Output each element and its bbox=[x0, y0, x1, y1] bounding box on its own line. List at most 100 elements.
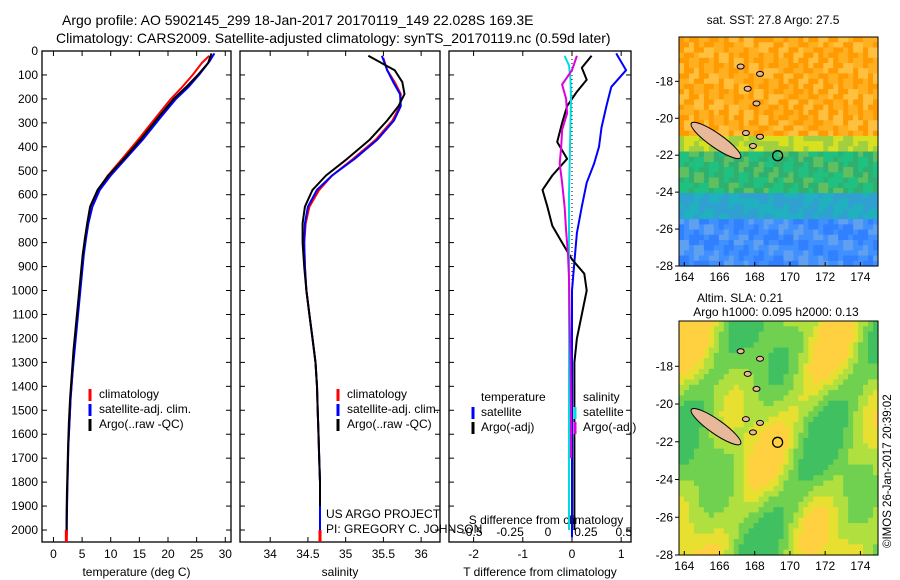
map-cell bbox=[848, 42, 854, 48]
map-cell bbox=[848, 438, 854, 444]
map-cell bbox=[808, 99, 814, 106]
map-cell bbox=[768, 485, 775, 492]
map-cell bbox=[768, 151, 775, 158]
map-cell bbox=[683, 475, 690, 482]
map-cell bbox=[708, 37, 715, 43]
map-cell bbox=[798, 507, 804, 514]
difference-profile-xlabel: T difference from climatology bbox=[463, 565, 617, 579]
map-cell bbox=[758, 485, 765, 492]
map-cell bbox=[798, 182, 804, 189]
map-cell bbox=[808, 130, 814, 137]
map-cell bbox=[858, 99, 864, 106]
map-cell bbox=[833, 379, 839, 386]
map-cell bbox=[818, 422, 824, 428]
map-cell bbox=[713, 496, 720, 503]
map-cell bbox=[818, 432, 824, 439]
map-cell bbox=[808, 234, 814, 241]
map-cell bbox=[783, 411, 790, 418]
map-cell bbox=[679, 52, 685, 59]
map-cell bbox=[738, 517, 745, 524]
map-cell bbox=[838, 120, 844, 127]
map-cell bbox=[808, 94, 814, 101]
map-cell bbox=[858, 459, 864, 466]
map-cell bbox=[713, 512, 720, 519]
map-cell bbox=[858, 331, 864, 338]
map-cell bbox=[843, 115, 849, 121]
map-cell bbox=[783, 384, 790, 391]
map-cell bbox=[873, 89, 879, 95]
map-cell bbox=[748, 443, 755, 450]
map-cell bbox=[679, 422, 685, 428]
map-cell bbox=[728, 358, 735, 365]
map-cell bbox=[708, 99, 715, 106]
map-cell bbox=[743, 501, 750, 508]
map-cell bbox=[818, 469, 824, 476]
map-cell bbox=[843, 427, 849, 434]
map-cell bbox=[773, 438, 780, 444]
map-cell bbox=[828, 491, 834, 498]
map-cell bbox=[743, 379, 750, 386]
map-cell bbox=[798, 250, 804, 257]
map-cell bbox=[823, 213, 829, 220]
map-cell bbox=[768, 182, 775, 189]
map-cell bbox=[788, 336, 795, 343]
map-cell bbox=[708, 63, 715, 69]
map-cell bbox=[683, 379, 690, 386]
map-cell bbox=[743, 151, 750, 158]
map-cell bbox=[703, 245, 710, 251]
map-cell bbox=[768, 512, 775, 519]
map-cell bbox=[743, 239, 750, 246]
map-cell bbox=[828, 99, 834, 106]
sla-map-xtick-label: 164 bbox=[674, 559, 694, 573]
map-cell bbox=[733, 125, 740, 132]
map-cell bbox=[758, 342, 765, 349]
map-cell bbox=[793, 130, 799, 137]
map-cell bbox=[679, 368, 685, 375]
map-cell bbox=[728, 523, 735, 530]
map-cell bbox=[798, 234, 804, 241]
map-cell bbox=[713, 167, 720, 173]
map-cell bbox=[753, 416, 760, 423]
map-cell bbox=[818, 448, 824, 455]
map-cell bbox=[703, 229, 710, 236]
map-cell bbox=[788, 219, 795, 225]
map-cell bbox=[753, 469, 760, 476]
map-cell bbox=[793, 99, 799, 106]
map-cell bbox=[838, 156, 844, 163]
map-cell bbox=[853, 167, 859, 173]
map-cell bbox=[683, 73, 690, 80]
map-cell bbox=[798, 213, 804, 220]
map-cell bbox=[753, 368, 760, 375]
map-cell bbox=[843, 326, 849, 333]
map-cell bbox=[803, 167, 809, 173]
map-cell bbox=[853, 400, 859, 407]
map-cell bbox=[868, 151, 874, 158]
map-cell bbox=[713, 187, 720, 194]
map-cell bbox=[738, 453, 745, 460]
map-cell bbox=[833, 427, 839, 434]
map-cell bbox=[853, 347, 859, 354]
map-cell bbox=[843, 443, 849, 450]
map-cell bbox=[743, 507, 750, 514]
map-cell bbox=[803, 422, 809, 428]
map-cell bbox=[868, 187, 874, 194]
map-cell bbox=[718, 485, 725, 492]
map-cell bbox=[708, 491, 715, 498]
map-cell bbox=[778, 544, 785, 551]
map-cell bbox=[768, 496, 775, 503]
map-cell bbox=[778, 501, 785, 508]
map-cell bbox=[848, 411, 854, 418]
map-cell bbox=[683, 501, 690, 508]
map-cell bbox=[838, 68, 844, 75]
map-cell bbox=[733, 213, 740, 220]
map-cell bbox=[718, 255, 725, 262]
map-cell bbox=[873, 104, 879, 111]
depth-tick-label: 0 bbox=[31, 44, 38, 58]
map-cell bbox=[763, 115, 770, 121]
map-cell bbox=[773, 491, 780, 498]
map-cell bbox=[858, 395, 864, 402]
map-cell bbox=[838, 239, 844, 246]
map-cell bbox=[833, 172, 839, 179]
map-cell bbox=[683, 363, 690, 370]
map-cell bbox=[853, 459, 859, 466]
